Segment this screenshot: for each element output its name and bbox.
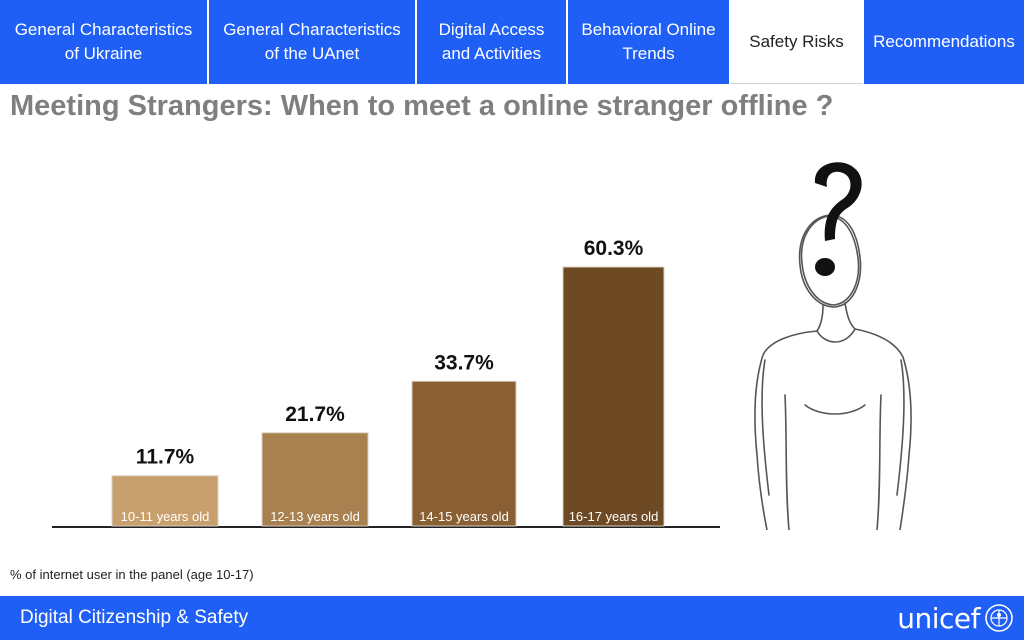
footer-title: Digital Citizenship & Safety	[20, 607, 249, 628]
tab-label: Digital Access and Activities	[438, 20, 545, 63]
bar-category-label: 16-17 years old	[569, 509, 659, 524]
tab-label: Safety Risks	[749, 31, 844, 51]
bar-category-label: 12-13 years old	[270, 509, 360, 524]
top-navigation: General Characteristics of Ukraine Genera…	[0, 0, 1024, 84]
tab-general-characteristics-ukraine[interactable]: General Characteristics of Ukraine	[0, 0, 209, 84]
tab-label: Recommendations	[873, 32, 1015, 52]
tab-digital-access[interactable]: Digital Access and Activities	[417, 0, 568, 84]
bar-value-label: 21.7%	[285, 403, 345, 426]
tab-label: Behavioral Online Trends	[581, 20, 716, 63]
unicef-emblem-icon	[985, 604, 1013, 632]
bar-2	[261, 432, 369, 527]
confused-person-illustration	[754, 162, 912, 530]
bar-value-label: 11.7%	[136, 446, 195, 469]
bar-3	[411, 380, 517, 527]
tab-behavioral-online-trends[interactable]: Behavioral Online Trends	[568, 0, 731, 84]
bar-4	[562, 266, 665, 527]
bar-value-label: 33.7%	[434, 351, 494, 374]
bar-category-label: 14-15 years old	[419, 509, 509, 524]
footer-bar: Digital Citizenship & Safety unicef	[0, 596, 1024, 640]
bar-category-label: 10-11 years old	[121, 509, 210, 524]
bar-value-label: 60.3%	[584, 237, 644, 260]
unicef-logo: unicef	[897, 602, 1014, 635]
slide-title: Meeting Strangers: When to meet a online…	[10, 90, 834, 122]
chart-footnote: % of internet user in the panel (age 10-…	[10, 567, 254, 582]
tab-label: General Characteristics of Ukraine	[14, 20, 193, 63]
logo-text: unicef	[897, 601, 980, 635]
bar-1	[111, 475, 219, 527]
tab-safety-risks[interactable]: Safety Risks	[731, 0, 864, 84]
tab-general-characteristics-uanet[interactable]: General Characteristics of the UAnet	[209, 0, 417, 84]
tab-label: General Characteristics of the UAnet	[223, 20, 401, 63]
tab-recommendations[interactable]: Recommendations	[864, 0, 1024, 84]
bar-chart: 11.7% 10-11 years old 21.7% 12-13 years old…	[52, 237, 720, 528]
